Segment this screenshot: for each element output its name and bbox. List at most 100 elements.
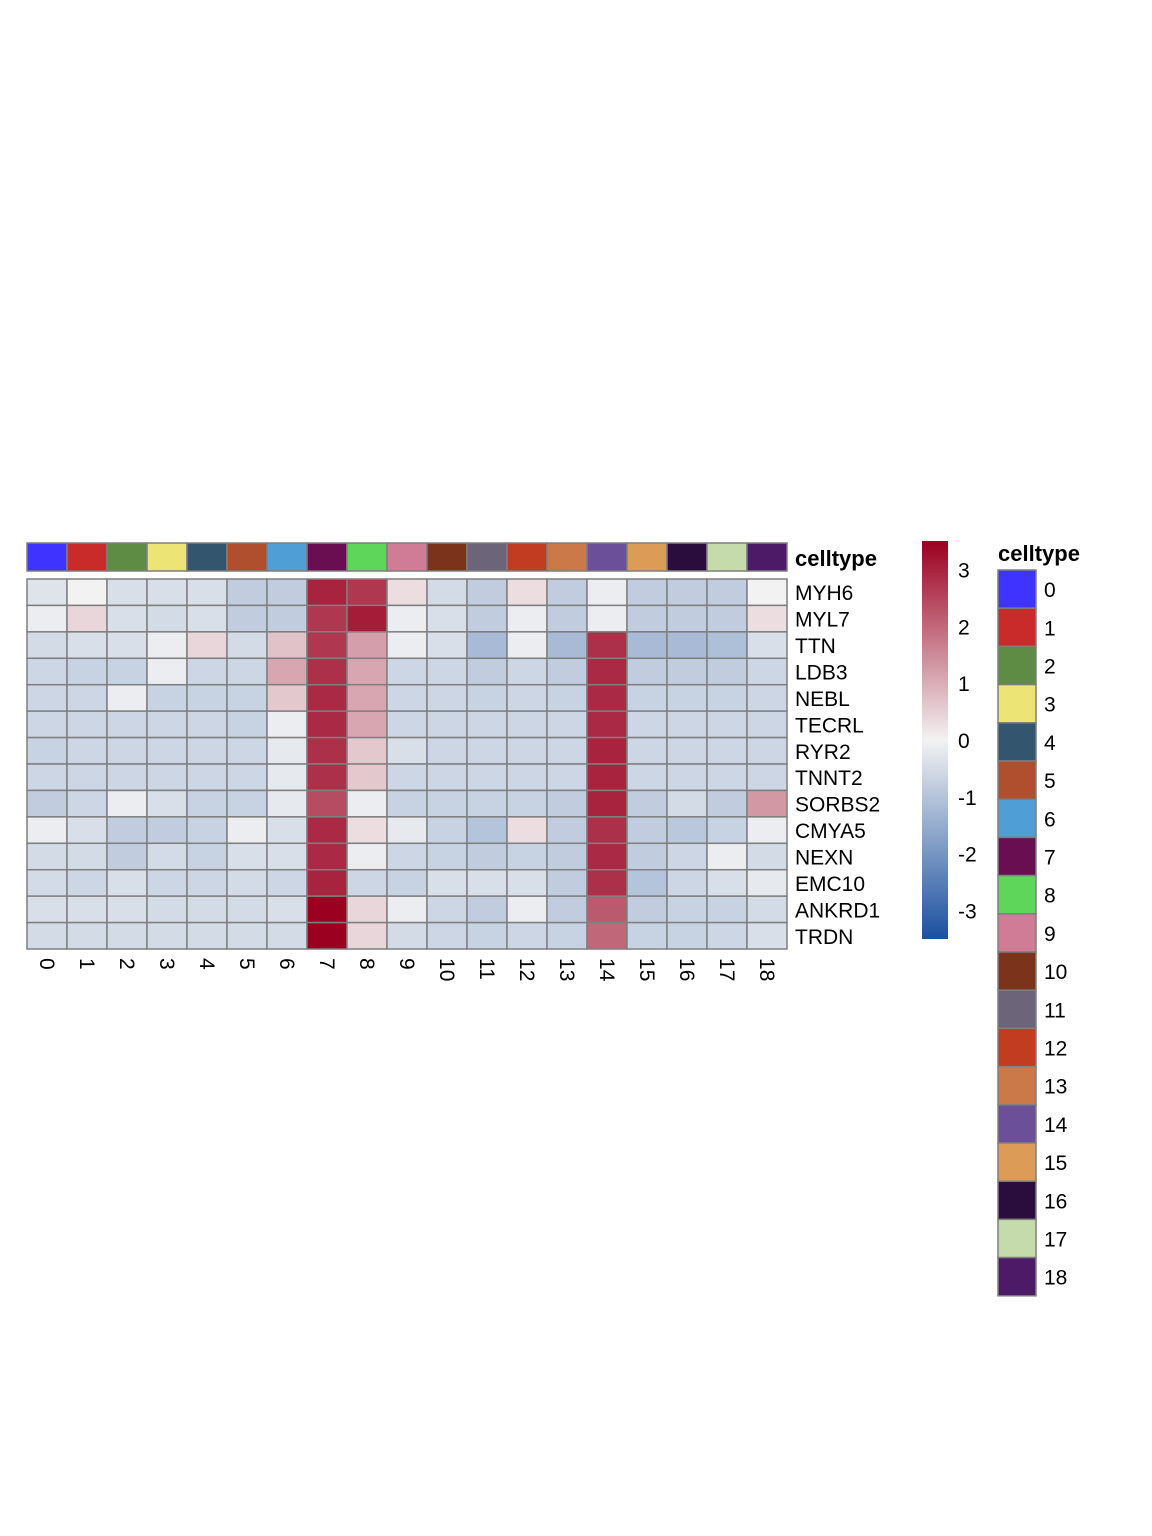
column-label-11: 11	[475, 958, 498, 980]
heatmap-cell-MYH6-10	[426, 578, 468, 607]
heatmap-cell-NEBL-8	[346, 683, 388, 712]
heatmap-cell-MYH6-16	[666, 578, 708, 607]
heatmap-cell-MYH6-7	[306, 578, 348, 607]
heatmap-cell-LDB3-10	[426, 657, 468, 686]
heatmap-cell-MYL7-8	[346, 604, 388, 633]
heatmap-cell-RYR2-1	[66, 736, 108, 765]
heatmap-cell-NEXN-12	[506, 842, 548, 871]
heatmap-cell-LDB3-8	[346, 657, 388, 686]
heatmap-cell-CMYA5-2	[106, 816, 148, 845]
heatmap-cell-LDB3-16	[666, 657, 708, 686]
heatmap-cell-TNNT2-17	[706, 763, 748, 792]
heatmap-cell-TECRL-15	[626, 710, 668, 739]
heatmap-cell-EMC10-5	[226, 868, 268, 897]
heatmap-cell-MYH6-11	[466, 578, 508, 607]
legend-label-3: 3	[1044, 694, 1056, 717]
heatmap-cell-TTN-4	[186, 631, 228, 660]
heatmap-cell-ANKRD1-5	[226, 895, 268, 924]
heatmap-cell-CMYA5-9	[386, 816, 428, 845]
heatmap-cell-ANKRD1-8	[346, 895, 388, 924]
heatmap-cell-RYR2-11	[466, 736, 508, 765]
legend-label-18: 18	[1044, 1267, 1067, 1290]
heatmap-cell-RYR2-9	[386, 736, 428, 765]
heatmap-cell-ANKRD1-18	[746, 895, 788, 924]
heatmap-cell-NEBL-4	[186, 683, 228, 712]
heatmap-cell-MYL7-2	[106, 604, 148, 633]
heatmap-cell-NEXN-8	[346, 842, 388, 871]
heatmap-cell-MYL7-7	[306, 604, 348, 633]
heatmap-cell-EMC10-1	[66, 868, 108, 897]
row-label-TTN: TTN	[795, 635, 836, 658]
heatmap-cell-TRDN-7	[306, 921, 348, 950]
annotation-cell-7	[306, 542, 348, 572]
legend-swatch-11	[997, 989, 1037, 1030]
heatmap-cell-TNNT2-13	[546, 763, 588, 792]
heatmap-cell-TECRL-7	[306, 710, 348, 739]
heatmap-cell-NEBL-2	[106, 683, 148, 712]
heatmap-cell-ANKRD1-14	[586, 895, 628, 924]
heatmap-cell-MYL7-11	[466, 604, 508, 633]
heatmap-cell-MYH6-15	[626, 578, 668, 607]
heatmap-cell-TTN-3	[146, 631, 188, 660]
legend-swatch-3	[997, 683, 1037, 724]
heatmap-cell-EMC10-10	[426, 868, 468, 897]
heatmap-cell-TNNT2-1	[66, 763, 108, 792]
heatmap-cell-LDB3-18	[746, 657, 788, 686]
heatmap-cell-TTN-14	[586, 631, 628, 660]
column-label-0: 0	[35, 958, 58, 970]
heatmap-cell-MYH6-4	[186, 578, 228, 607]
heatmap-cell-CMYA5-11	[466, 816, 508, 845]
heatmap-cell-TRDN-10	[426, 921, 468, 950]
heatmap-cell-RYR2-4	[186, 736, 228, 765]
heatmap-cell-TRDN-11	[466, 921, 508, 950]
heatmap-cell-RYR2-10	[426, 736, 468, 765]
row-label-MYH6: MYH6	[795, 582, 853, 605]
heatmap-cell-NEBL-7	[306, 683, 348, 712]
heatmap-cell-CMYA5-1	[66, 816, 108, 845]
column-labels: 0 1 2 3 4 5 6 7 8 9 10 11 12 13 14 15 16 17 18	[35, 958, 778, 982]
heatmap-cell-TTN-1	[66, 631, 108, 660]
scale-tick--2: -2	[958, 844, 977, 867]
row-label-MYL7: MYL7	[795, 609, 850, 632]
heatmap-cell-MYL7-14	[586, 604, 628, 633]
legend-label-7: 7	[1044, 847, 1056, 870]
heatmap-cell-CMYA5-12	[506, 816, 548, 845]
heatmap-cell-NEXN-0	[26, 842, 68, 871]
heatmap-cell-TRDN-5	[226, 921, 268, 950]
heatmap-cell-TRDN-14	[586, 921, 628, 950]
heatmap-cell-TNNT2-18	[746, 763, 788, 792]
heatmap-cell-MYL7-5	[226, 604, 268, 633]
annotation-cell-13	[546, 542, 588, 572]
heatmap-cell-TRDN-8	[346, 921, 388, 950]
legend-label-11: 11	[1044, 999, 1066, 1022]
row-label-LDB3: LDB3	[795, 662, 848, 685]
heatmap-cell-RYR2-3	[146, 736, 188, 765]
column-label-16: 16	[675, 958, 698, 981]
heatmap-cell-TNNT2-12	[506, 763, 548, 792]
heatmap-cell-NEBL-17	[706, 683, 748, 712]
heatmap-cell-CMYA5-8	[346, 816, 388, 845]
annotation-cell-18	[746, 542, 788, 572]
heatmap-cell-ANKRD1-1	[66, 895, 108, 924]
heatmap-cell-TNNT2-8	[346, 763, 388, 792]
legend-label-2: 2	[1044, 656, 1056, 679]
heatmap-cell-TTN-0	[26, 631, 68, 660]
heatmap-cell-RYR2-0	[26, 736, 68, 765]
heatmap-cell-CMYA5-7	[306, 816, 348, 845]
legend-swatch-14	[997, 1104, 1037, 1144]
heatmap-cell-NEXN-6	[266, 842, 308, 871]
heatmap-cell-TTN-13	[546, 631, 588, 660]
heatmap-cell-MYL7-10	[426, 604, 468, 633]
heatmap-cell-LDB3-15	[626, 657, 668, 686]
heatmap-cell-RYR2-5	[226, 736, 268, 765]
heatmap-cell-TRDN-15	[626, 921, 668, 950]
heatmap-cell-SORBS2-2	[106, 789, 148, 818]
heatmap-cell-TRDN-9	[386, 921, 428, 950]
heatmap-cell-NEXN-17	[706, 842, 748, 871]
heatmap-cell-SORBS2-9	[386, 789, 428, 818]
heatmap-cell-SORBS2-12	[506, 789, 548, 818]
heatmap-cell-LDB3-14	[586, 657, 628, 686]
annotation-cell-17	[706, 542, 748, 572]
heatmap-cell-NEXN-14	[586, 842, 628, 871]
